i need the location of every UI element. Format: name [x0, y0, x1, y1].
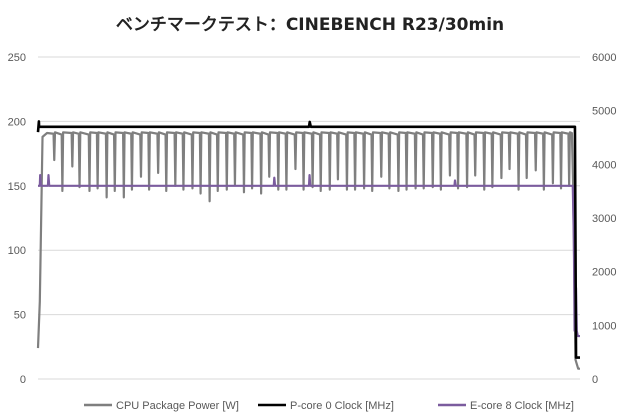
left-tick-label: 0: [20, 374, 26, 386]
series-lines: [36, 120, 580, 370]
right-tick-label: 0: [592, 374, 598, 386]
legend: CPU Package Power [W] P-core 0 Clock [MHz…: [84, 400, 574, 412]
right-tick-label: 2000: [592, 267, 616, 279]
left-tick-label: 100: [8, 245, 26, 257]
left-tick-label: 200: [8, 116, 26, 128]
left-axis-ticks: 0 50 100 150 200 250: [8, 52, 26, 386]
left-tick-label: 50: [14, 310, 26, 322]
right-tick-label: 1000: [592, 320, 616, 332]
left-tick-label: 250: [8, 52, 26, 64]
series-line-2: [36, 120, 580, 359]
left-tick-label: 150: [8, 181, 26, 193]
right-tick-label: 4000: [592, 159, 616, 171]
chart-title: ベンチマークテスト：CINEBENCH R23/30min: [116, 15, 504, 35]
right-tick-label: 3000: [592, 213, 616, 225]
right-tick-label: 6000: [592, 52, 616, 64]
series-line-1: [36, 131, 580, 370]
right-tick-label: 5000: [592, 106, 616, 118]
legend-label: CPU Package Power [W]: [116, 400, 239, 412]
legend-label: P-core 0 Clock [MHz]: [290, 400, 394, 412]
legend-label: E-core 8 Clock [MHz]: [470, 400, 574, 412]
right-axis-ticks: 0 1000 2000 3000 4000 5000 6000: [592, 52, 616, 386]
